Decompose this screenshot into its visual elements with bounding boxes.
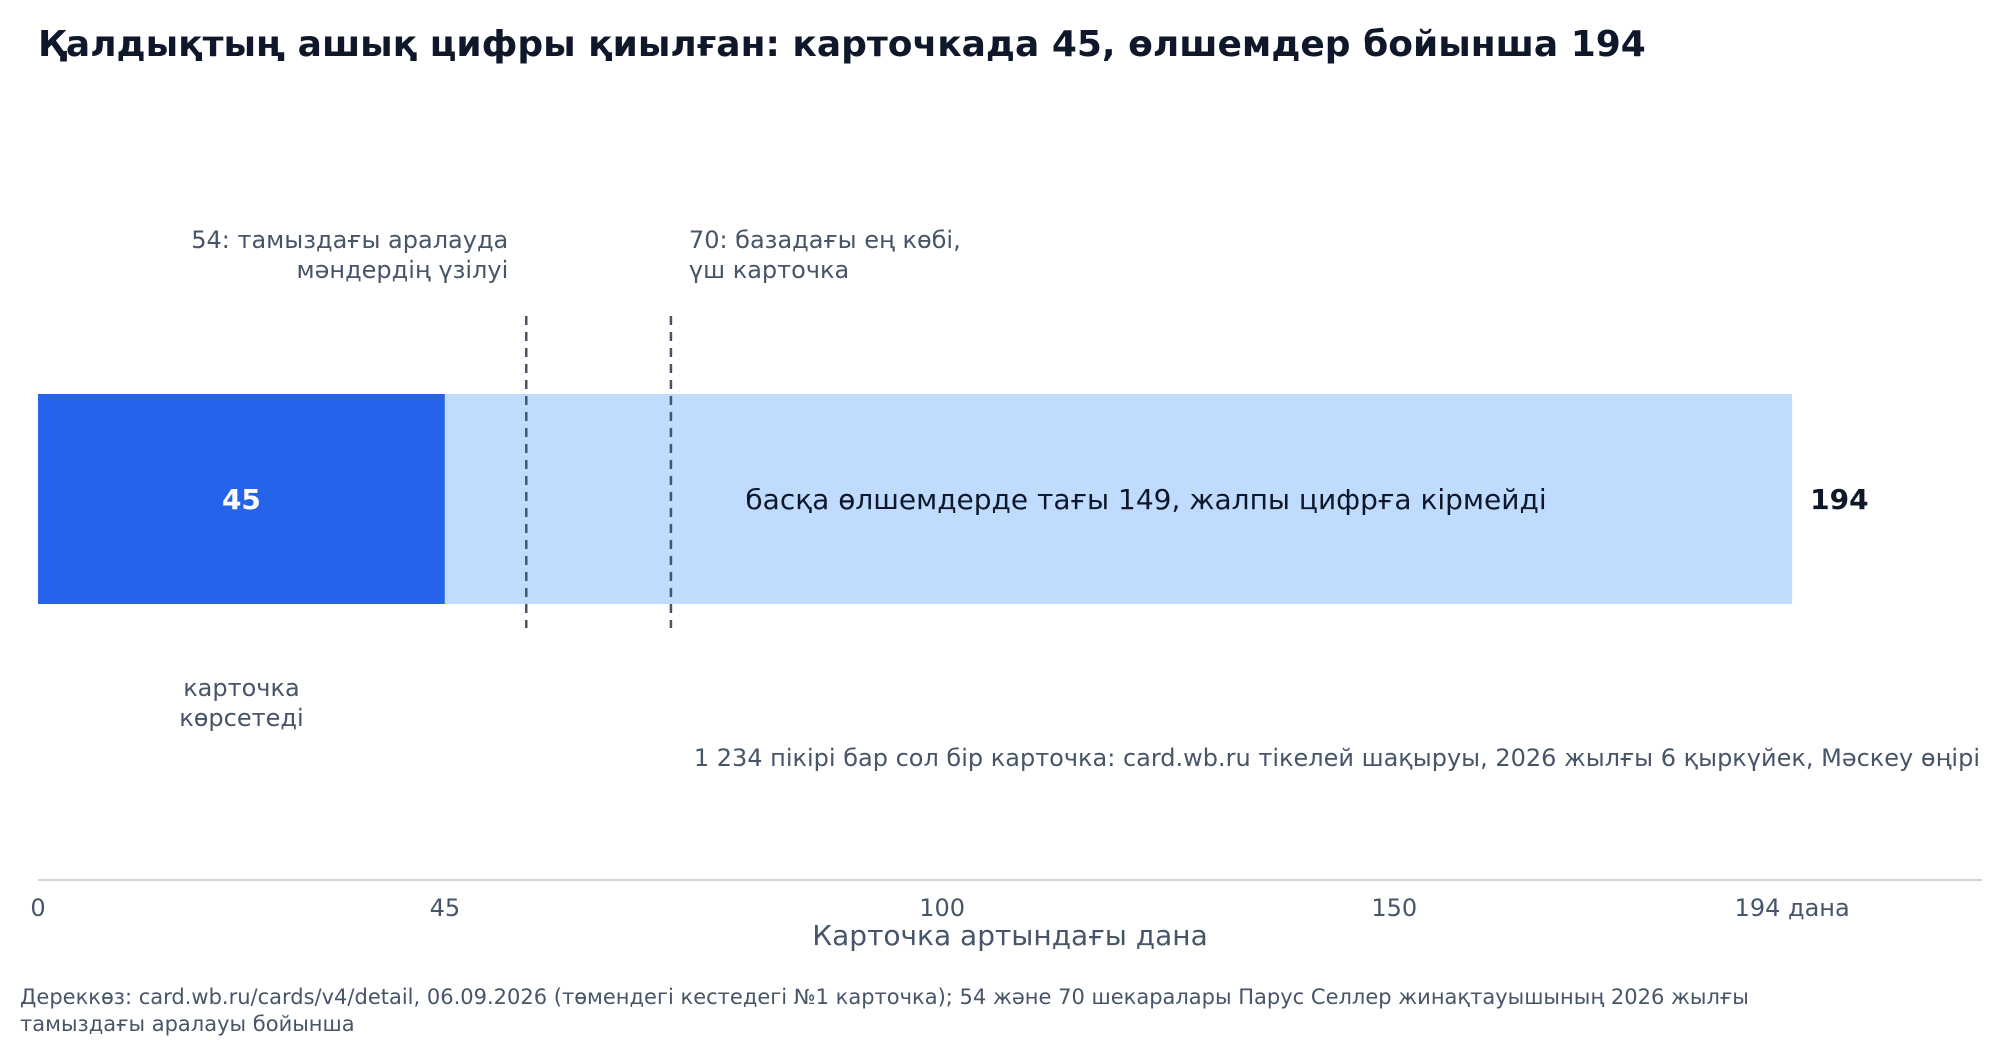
reference-annotation-54-line-1: 54: тамыздағы аралауда: [191, 226, 508, 254]
segment-1-caption-line-1: карточка: [183, 674, 299, 702]
bar-total-label: 194: [1810, 483, 1868, 516]
chart-note: 1 234 пікірі бар сол бір карточка: card.…: [694, 744, 1980, 772]
x-tick-label-100: 100: [919, 894, 965, 922]
reference-annotation-70-line-2: үш карточка: [689, 256, 849, 284]
source-note-line-2: тамыздағы аралауы бойынша: [20, 1012, 355, 1036]
bar-segment-1: [38, 394, 445, 604]
x-tick-label-194: 194 дана: [1735, 894, 1850, 922]
bar-segment-2: [444, 394, 1793, 604]
bar-segment-2-label: басқа өлшемдерде тағы 149, жалпы цифрға …: [745, 483, 1546, 516]
reference-annotation-70-line-1: 70: базадағы ең көбі,: [689, 226, 961, 254]
x-tick-label-45: 45: [430, 894, 461, 922]
source-note-line-1: Дереккөз: card.wb.ru/cards/v4/detail, 06…: [20, 985, 1749, 1009]
chart-marks: 45 басқа өлшемдерде тағы 149, жалпы цифрғ…: [30, 226, 1982, 922]
x-tick-label-150: 150: [1371, 894, 1417, 922]
x-axis-label: Карточка артындағы дана: [812, 919, 1207, 952]
segment-1-caption-line-2: көрсетеді: [179, 704, 303, 732]
reference-annotation-54-line-2: мәндердің үзілуі: [297, 256, 509, 284]
chart-title: Қалдықтың ашық цифры қиылған: карточкада…: [38, 24, 1646, 65]
bar-segment-1-label: 45: [222, 483, 261, 516]
x-tick-label-0: 0: [30, 894, 45, 922]
